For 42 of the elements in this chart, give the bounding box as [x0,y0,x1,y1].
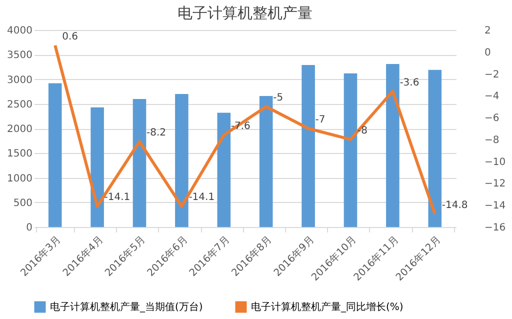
legend-label: 电子计算机整机产量_同比增长(%) [251,301,404,313]
y2-tick-label: −14 [484,200,506,212]
y-tick-label: 1000 [7,173,32,184]
y2-tick-label: −2 [484,69,500,80]
bar [132,98,146,227]
line-series [54,44,436,216]
bar [386,64,400,227]
bar [428,70,442,227]
y-tick-label: 1500 [7,148,32,160]
y2-tick-label: −12 [484,178,506,190]
data-label: -8 [358,125,368,136]
y-tick-label: 4000 [7,26,32,36]
y2-tick-label: −4 [484,91,500,102]
data-label: -14.1 [104,192,130,204]
data-label: -7 [315,114,326,126]
data-label: 0.6 [62,31,78,42]
bar [48,83,62,227]
bar [175,94,188,227]
legend-label: 电子计算机整机产量_当期值(万台) [50,301,203,313]
y-tick-label: 500 [13,198,32,209]
data-label: -14.1 [188,192,215,204]
data-label: -5 [273,92,284,104]
y2-tick-label: −8 [484,134,500,146]
bar [302,64,315,227]
chart-title: 电子计算机整机产量 [178,4,312,22]
data-label: -8.2 [146,128,166,139]
data-label: -3.6 [400,77,420,88]
y-tick-label: 3500 [7,50,32,62]
y2-tick-label: −16 [484,222,506,234]
y2-tick-label: 2 [484,26,491,36]
y-tick-label: 2000 [7,124,32,135]
bar [217,112,231,227]
y2-tick-label: −10 [484,156,506,168]
bar [259,96,273,227]
y2-tick-label: −6 [484,113,500,124]
y2-tick-label: 0 [484,47,491,58]
y-tick-label: 0 [26,222,32,234]
y-tick-label: 2500 [7,99,32,110]
y-tick-label: 3000 [7,74,32,86]
bar [90,107,104,227]
bar [344,73,358,227]
data-label: -14.8 [442,200,468,211]
